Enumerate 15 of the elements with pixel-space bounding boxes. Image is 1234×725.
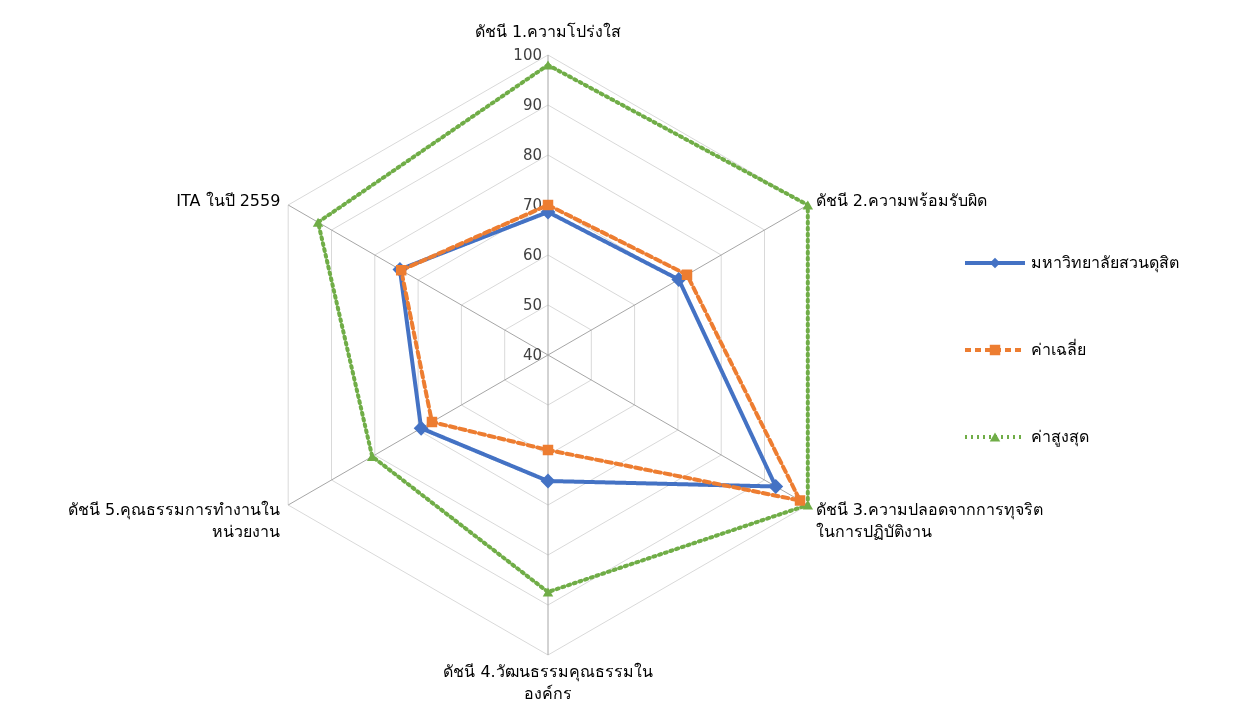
spoke-label: ดัชนี 3.ความปลอดจากการทุจริต ในการปฏิบัติงาน <box>815 499 1043 541</box>
spoke-label: ดัชนี 5.คุณธรรมการทำงานใน หน่วยงาน <box>68 499 281 541</box>
legend-label: มหาวิทยาลัยสวนดุสิต <box>1031 253 1179 273</box>
spoke-label: ดัชนี 4.วัฒนธรรมคุณธรรมใน องค์กร <box>443 662 653 703</box>
y-tick-label: 40 <box>522 346 542 364</box>
y-tick-label: 90 <box>522 96 542 114</box>
y-tick-label: 60 <box>522 246 542 264</box>
y-tick-label: 80 <box>522 146 542 164</box>
spoke-label: ดัชนี 1.ความโปร่งใส <box>474 22 622 41</box>
y-tick-label: 100 <box>513 46 542 64</box>
spoke-label: ITA ในปี 2559 <box>176 190 281 210</box>
y-tick-label: 50 <box>522 296 542 314</box>
legend-label: ค่าเฉลี่ย <box>1031 338 1086 359</box>
legend-label: ค่าสูงสุด <box>1031 427 1089 447</box>
spoke-label: ดัชนี 2.ความพร้อมรับผิด <box>815 190 987 210</box>
